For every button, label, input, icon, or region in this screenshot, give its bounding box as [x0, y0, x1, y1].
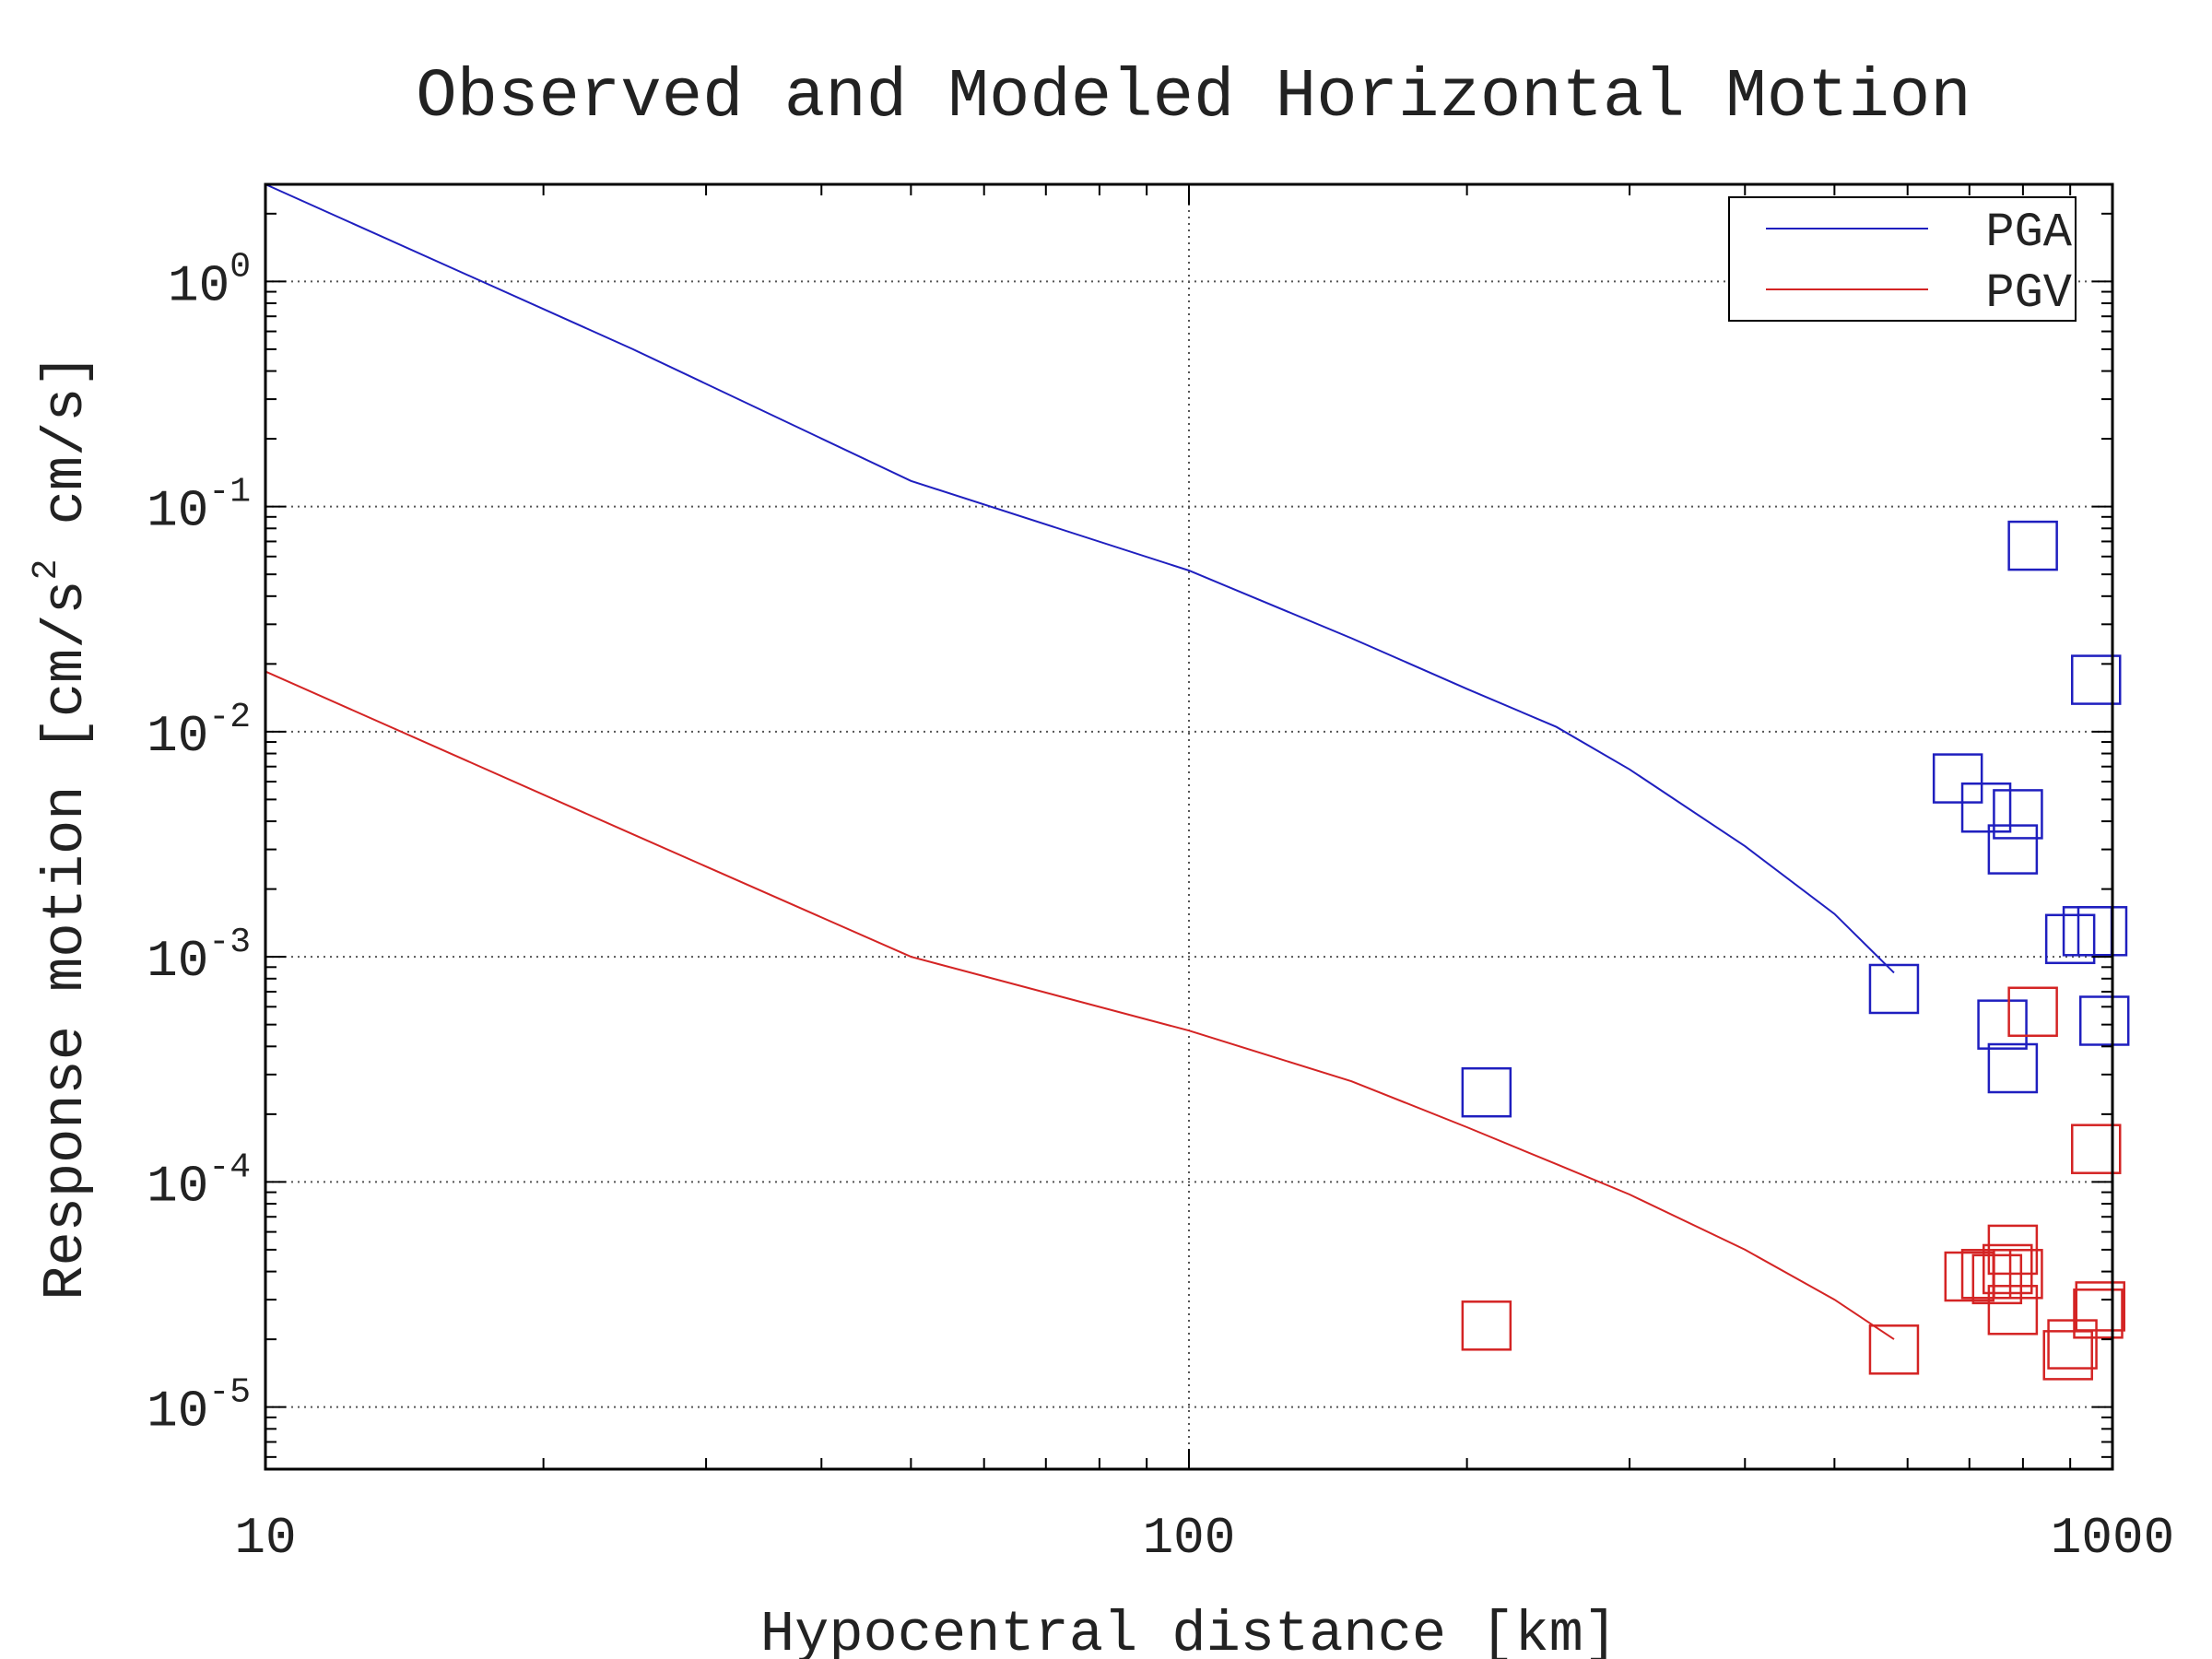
observed-marker-pgv: [1461, 1300, 1512, 1351]
chart-title: Observed and Modeled Horizontal Motion: [416, 59, 1971, 136]
observed-marker-pga: [1932, 753, 1983, 804]
observed-marker-pga: [2007, 520, 2058, 571]
observed-marker-pga: [1977, 999, 2028, 1050]
observed-marker-pgv: [2007, 986, 2058, 1038]
y-tick-label-exponent: -5: [208, 1373, 251, 1413]
legend-label-pga: PGA: [1985, 206, 2072, 260]
observed-marker-pgv: [2042, 1330, 2093, 1381]
observed-marker-pgv: [2047, 1319, 2098, 1370]
y-tick-label-base: 10: [147, 932, 208, 991]
model-line-pga: [265, 183, 1895, 974]
observed-marker-pgv: [1971, 1253, 2023, 1305]
y-tick-label: 10-3: [147, 923, 251, 991]
y-tick-label-base: 10: [147, 707, 208, 766]
observed-marker-pgv: [2070, 1124, 2122, 1174]
y-axis-label: Response motion [cm/s2 cm/s]: [27, 353, 99, 1300]
legend-label-pgv: PGV: [1985, 266, 2072, 321]
y-tick-label: 100: [168, 247, 251, 315]
observed-marker-pga: [2078, 995, 2130, 1046]
observed-marker-pga: [1461, 1066, 1512, 1118]
grid-lines: [265, 184, 2112, 1469]
y-axis-label-superscript: 2: [27, 559, 66, 581]
y-tick-label-base: 10: [147, 482, 208, 541]
observed-marker-pgv: [2075, 1281, 2125, 1332]
observed-marker-pga: [2044, 913, 2096, 965]
observed-marker-pga: [2070, 654, 2122, 705]
y-tick-label: 10-1: [147, 473, 251, 541]
series-lines: [265, 183, 1895, 1340]
model-line-pgv: [265, 670, 1895, 1340]
y-axis-label-main: Response motion [cm/s: [33, 580, 99, 1300]
observed-marker-pga: [1960, 782, 2012, 833]
y-tick-label: 10-4: [147, 1147, 251, 1216]
y-tick-label-exponent: -3: [208, 923, 251, 962]
y-axis-label-suffix: cm/s]: [33, 353, 99, 559]
legend: PGA PGV: [1728, 196, 2077, 322]
x-axis-label: Hypocentral distance [km]: [760, 1602, 1618, 1659]
legend-box: [1728, 196, 2077, 322]
y-tick-label: 10-5: [147, 1373, 251, 1441]
observed-marker-pga: [1993, 789, 2043, 840]
observed-marker-pgv: [2073, 1288, 2124, 1339]
x-tick-label: 1000: [2051, 1509, 2174, 1568]
y-tick-label-base: 10: [147, 1157, 208, 1216]
y-tick-label-exponent: -4: [208, 1147, 251, 1187]
observed-marker-pga: [1868, 963, 1920, 1015]
y-tick-label: 10-2: [147, 698, 251, 766]
observed-marker-pgv: [1868, 1324, 1920, 1375]
observed-marker-pga: [1987, 1042, 2039, 1094]
observed-marker-pga: [2077, 906, 2128, 957]
y-tick-label-exponent: -1: [208, 473, 251, 512]
axis-ticks: [265, 184, 2113, 1469]
y-tick-label-exponent: -2: [208, 698, 251, 737]
x-tick-labels: 10 100 1000: [234, 1509, 2174, 1568]
x-tick-label: 10: [234, 1509, 296, 1568]
observed-marker-pga: [1987, 824, 2039, 875]
y-tick-label-base: 10: [168, 256, 229, 315]
y-tick-label-base: 10: [147, 1382, 208, 1441]
observed-marker-pgv: [1993, 1249, 2043, 1300]
x-tick-label: 100: [1143, 1509, 1236, 1568]
observed-markers: [1461, 520, 2130, 1381]
observed-marker-pgv: [1983, 1243, 2033, 1295]
y-tick-label-exponent: 0: [229, 247, 251, 287]
observed-marker-pgv: [1987, 1285, 2039, 1335]
